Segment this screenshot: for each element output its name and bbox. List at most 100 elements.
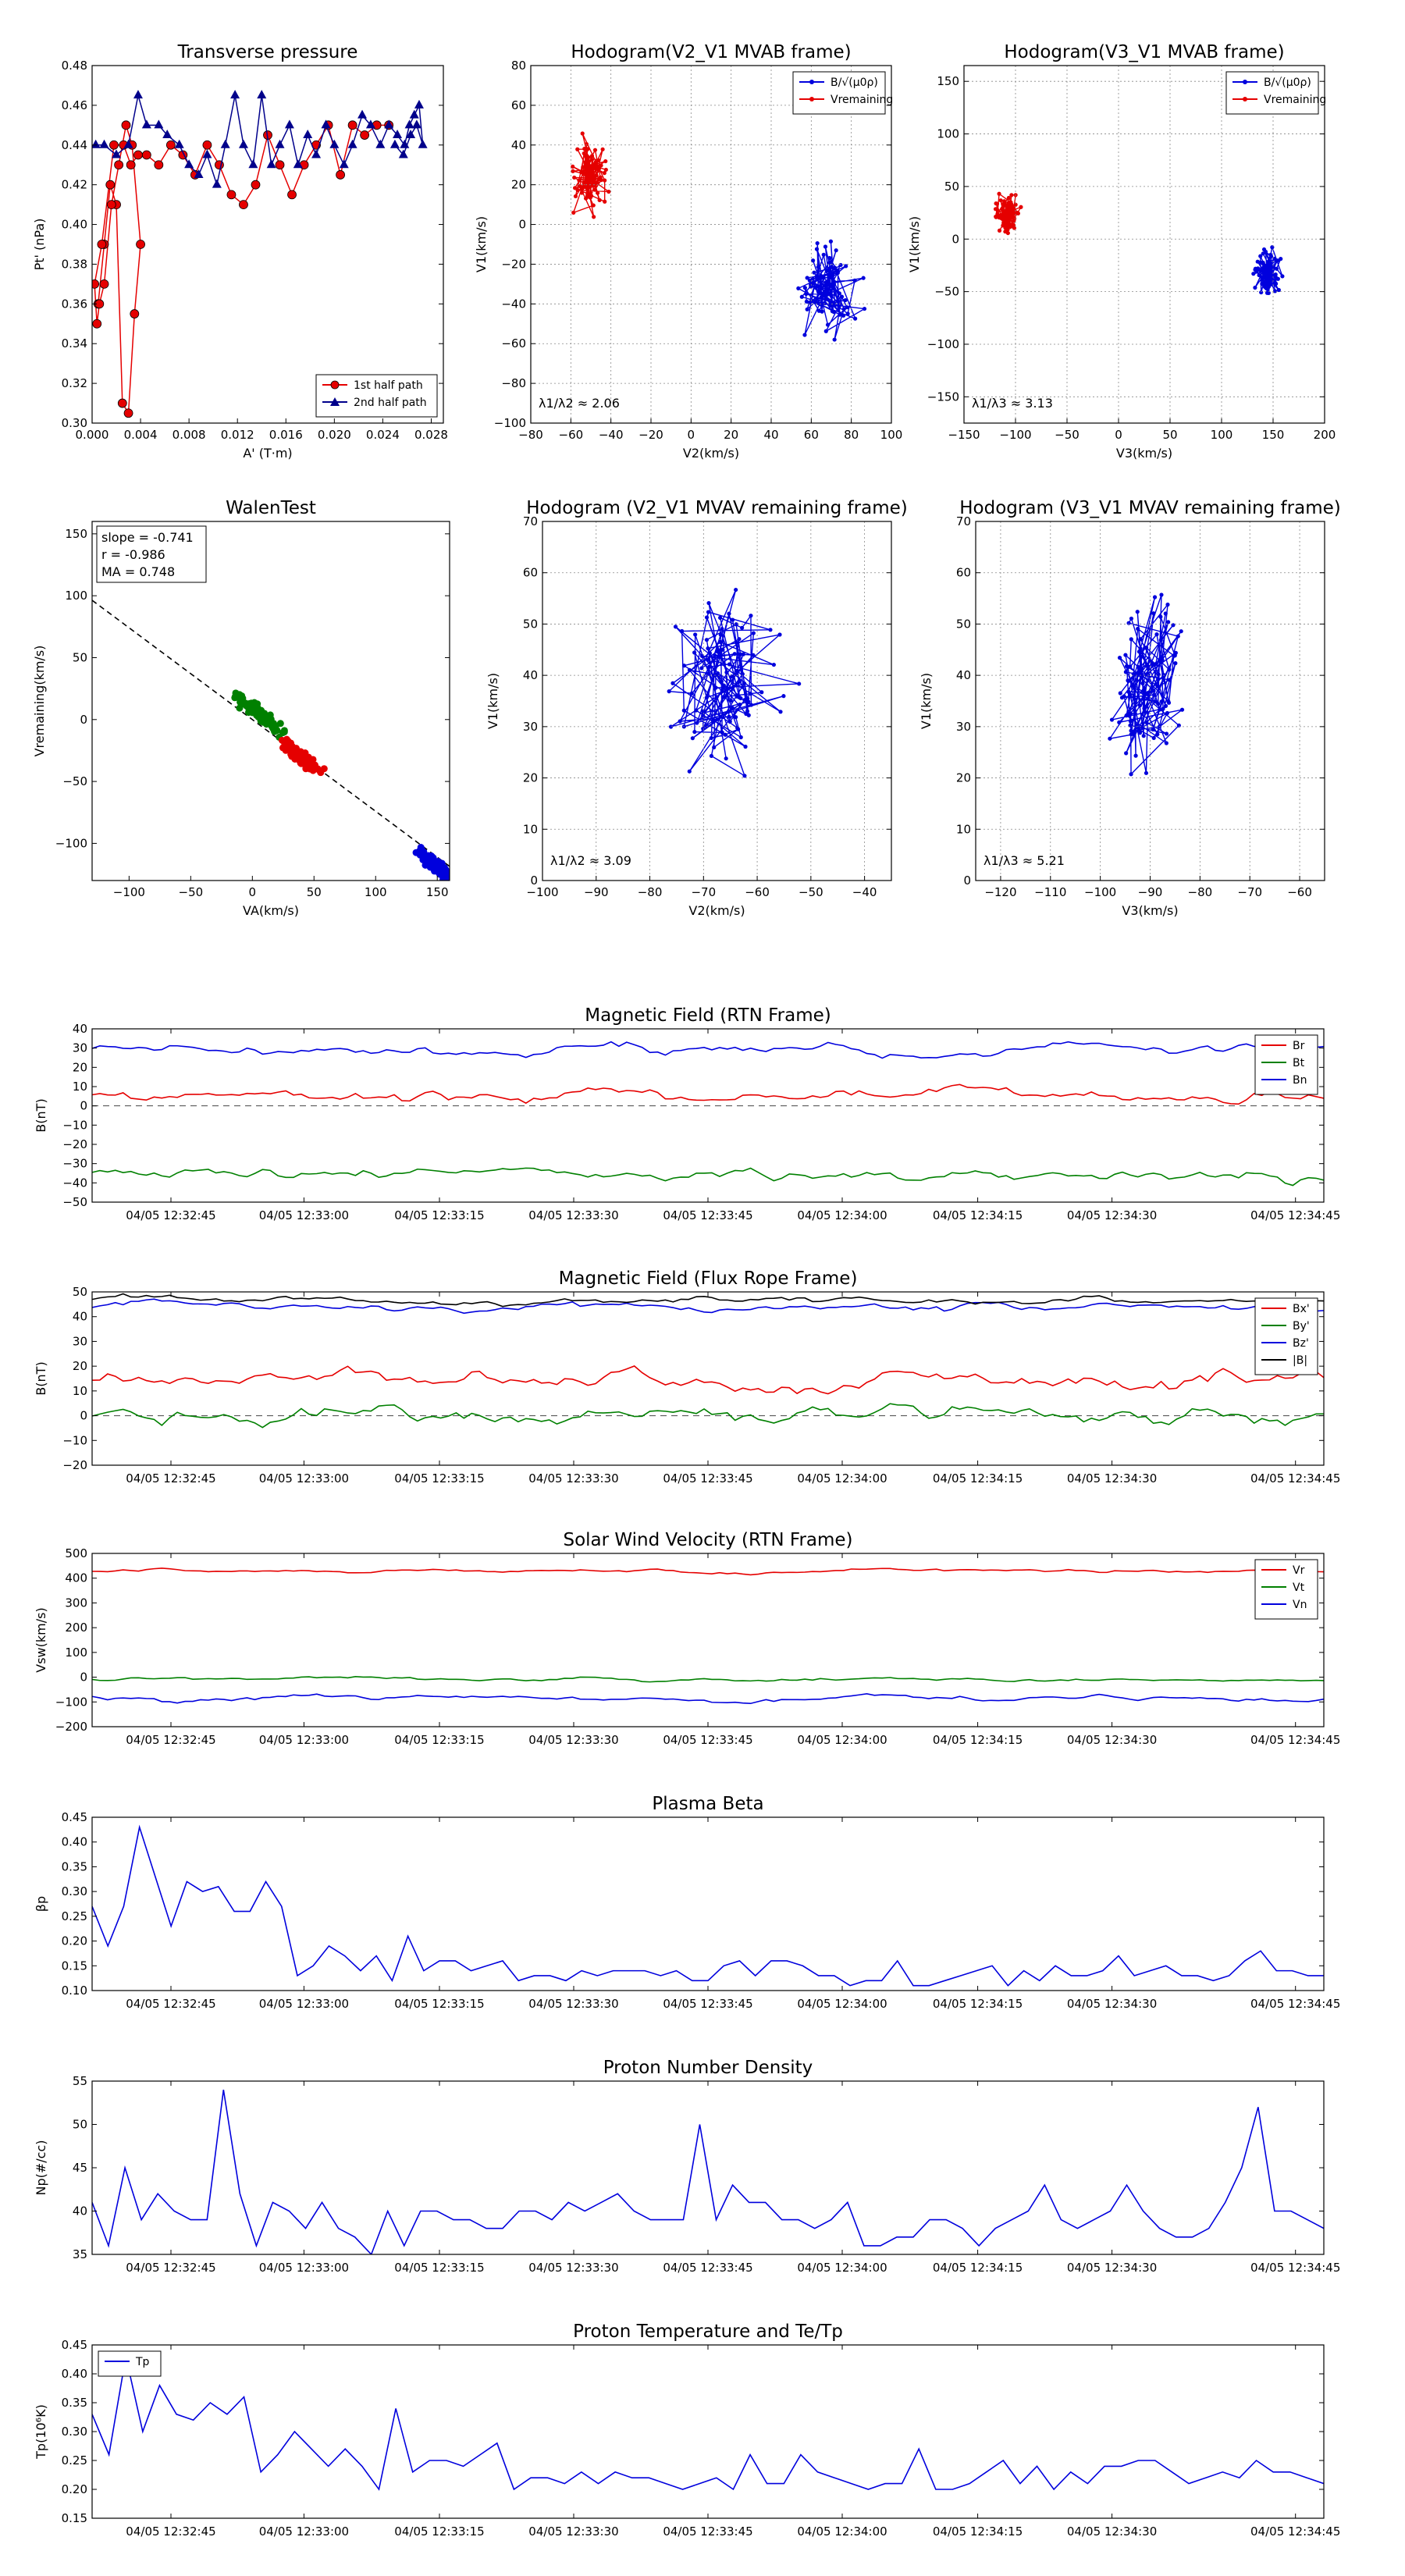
legend-box xyxy=(98,2350,162,2377)
legend: Bx' By' Bz' |B| xyxy=(1254,1297,1318,1375)
x-tick-label: 150 xyxy=(1262,428,1285,442)
y-tick-label: 0.30 xyxy=(62,2425,87,2439)
data-point xyxy=(816,265,820,269)
data-point xyxy=(1008,200,1013,205)
data-point xyxy=(689,691,694,696)
data-point xyxy=(238,139,248,148)
data-point xyxy=(375,139,386,148)
x-tick-label: 04/05 12:33:00 xyxy=(259,2261,349,2275)
data-point xyxy=(406,130,416,139)
y-tick-label: 0 xyxy=(518,218,526,232)
legend-marker xyxy=(1243,80,1247,84)
data-point xyxy=(1128,719,1133,724)
x-tick-label: 100 xyxy=(880,428,903,442)
x-tick-label: 04/05 12:34:00 xyxy=(797,2524,887,2539)
data-point xyxy=(822,301,827,306)
x-tick-label: 04/05 12:34:00 xyxy=(797,2261,887,2275)
x-tick-label: 04/05 12:34:15 xyxy=(933,2261,1023,2275)
series-line-Bn xyxy=(92,1041,1324,1059)
data-point xyxy=(251,180,261,190)
data-point xyxy=(701,709,706,713)
plot-area-beta xyxy=(92,1824,1324,1987)
x-tick-label: 04/05 12:32:45 xyxy=(126,2261,215,2275)
data-point xyxy=(571,210,576,215)
data-point xyxy=(293,753,301,761)
y-axis-label: Tp(10⁶K) xyxy=(34,2404,48,2460)
data-point xyxy=(154,119,164,129)
data-point xyxy=(123,408,133,418)
data-point xyxy=(592,183,597,188)
data-point xyxy=(727,719,732,724)
data-point xyxy=(706,657,710,662)
legend-label: Vn xyxy=(1293,1599,1307,1611)
legend-label: Tp xyxy=(135,2356,150,2368)
data-point xyxy=(571,164,575,169)
data-point xyxy=(309,767,317,774)
data-point xyxy=(1167,678,1172,682)
data-point xyxy=(738,702,742,707)
data-point xyxy=(591,203,596,208)
data-point xyxy=(1144,672,1148,677)
data-point xyxy=(99,139,109,148)
series-line-beta xyxy=(92,1824,1324,1987)
data-point xyxy=(1010,212,1016,216)
data-point xyxy=(1133,672,1137,677)
data-point xyxy=(592,215,596,219)
data-point xyxy=(1006,195,1011,201)
data-point xyxy=(807,278,812,283)
data-point xyxy=(681,664,687,668)
data-point xyxy=(997,228,1002,233)
data-point xyxy=(1118,691,1122,696)
data-point xyxy=(852,278,857,283)
data-point xyxy=(737,679,742,684)
plot-area-mag_rtn xyxy=(92,1041,1324,1187)
x-tick-label: 100 xyxy=(1211,428,1233,442)
x-axis-label: VA(km/s) xyxy=(243,903,299,918)
x-tick-label: 04/05 12:34:30 xyxy=(1067,1208,1157,1222)
data-point xyxy=(360,130,370,140)
stat-label: slope = -0.741 xyxy=(101,530,194,545)
data-point xyxy=(1261,268,1266,272)
data-point xyxy=(136,240,145,249)
data-point xyxy=(434,858,442,866)
data-point xyxy=(1134,678,1139,682)
data-point xyxy=(749,703,753,707)
data-point xyxy=(832,303,838,308)
data-point xyxy=(1009,208,1014,212)
x-tick-label: 04/05 12:32:45 xyxy=(126,1733,215,1747)
chart-title: Proton Temperature and Te/Tp xyxy=(573,2322,843,2342)
data-point xyxy=(699,666,704,671)
chart-title: Plasma Beta xyxy=(652,1794,763,1814)
y-tick-label: 0.38 xyxy=(62,257,87,271)
y-tick-label: 0.20 xyxy=(62,1934,87,1948)
data-point xyxy=(1258,254,1263,258)
data-point xyxy=(734,587,738,592)
data-point xyxy=(311,149,322,158)
data-point xyxy=(707,664,712,669)
data-point xyxy=(141,150,151,160)
data-point xyxy=(834,248,838,253)
axes-frame xyxy=(91,1553,1325,1727)
y-tick-label: 150 xyxy=(937,74,959,88)
data-point xyxy=(1159,592,1164,597)
data-point xyxy=(242,699,250,707)
data-point xyxy=(398,149,408,158)
data-point xyxy=(393,130,403,139)
data-point xyxy=(1129,732,1133,737)
data-point xyxy=(141,119,151,129)
y-axis-label: Pt' (nPa) xyxy=(32,219,47,271)
plot-area-h1 xyxy=(571,131,867,342)
data-point xyxy=(993,207,998,212)
data-point xyxy=(994,201,998,206)
data-point xyxy=(678,719,682,724)
data-point xyxy=(593,163,598,169)
y-axis-label: Vsw(km/s) xyxy=(34,1607,48,1672)
y-tick-label: 50 xyxy=(73,650,87,664)
data-point xyxy=(742,774,747,778)
x-tick-label: 04/05 12:33:45 xyxy=(663,2524,752,2539)
axes-frame xyxy=(91,2080,1325,2255)
x-tick-label: 04/05 12:33:15 xyxy=(394,1471,484,1485)
data-point xyxy=(446,870,450,877)
x-tick-label: 04/05 12:33:45 xyxy=(663,1733,752,1747)
data-point xyxy=(825,322,831,327)
